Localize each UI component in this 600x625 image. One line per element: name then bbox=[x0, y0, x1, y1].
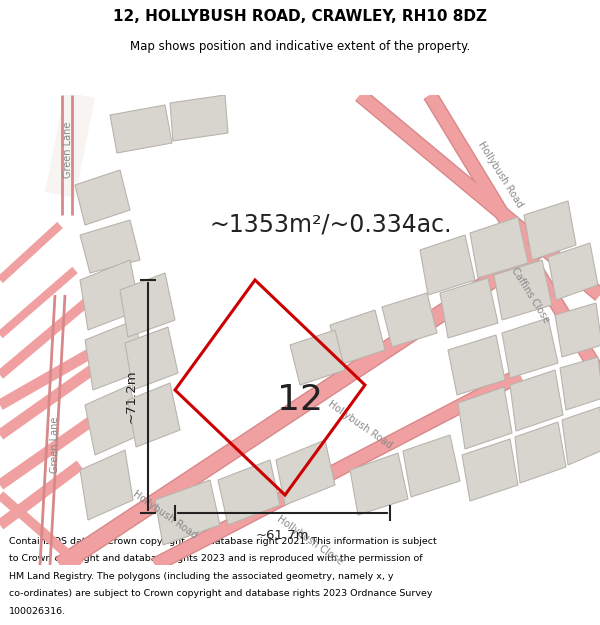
Polygon shape bbox=[80, 260, 140, 330]
Polygon shape bbox=[562, 407, 600, 465]
Polygon shape bbox=[382, 293, 437, 347]
Text: HM Land Registry. The polygons (including the associated geometry, namely x, y: HM Land Registry. The polygons (includin… bbox=[9, 572, 394, 581]
Text: Caffins Close: Caffins Close bbox=[509, 266, 551, 324]
Polygon shape bbox=[170, 95, 228, 141]
Polygon shape bbox=[510, 370, 563, 431]
Text: co-ordinates) are subject to Crown copyright and database rights 2023 Ordnance S: co-ordinates) are subject to Crown copyr… bbox=[9, 589, 433, 598]
Polygon shape bbox=[350, 453, 408, 515]
Polygon shape bbox=[75, 170, 130, 225]
Text: 12, HOLLYBUSH ROAD, CRAWLEY, RH10 8DZ: 12, HOLLYBUSH ROAD, CRAWLEY, RH10 8DZ bbox=[113, 9, 487, 24]
Polygon shape bbox=[440, 278, 498, 338]
Text: 100026316.: 100026316. bbox=[9, 607, 66, 616]
Polygon shape bbox=[110, 105, 172, 153]
Polygon shape bbox=[155, 480, 220, 545]
Text: Map shows position and indicative extent of the property.: Map shows position and indicative extent… bbox=[130, 40, 470, 53]
Polygon shape bbox=[276, 440, 335, 505]
Polygon shape bbox=[458, 387, 512, 449]
Polygon shape bbox=[290, 330, 345, 385]
Text: Hollybush Road: Hollybush Road bbox=[326, 399, 394, 451]
Text: ~71.2m: ~71.2m bbox=[125, 369, 138, 423]
Polygon shape bbox=[502, 318, 558, 378]
Text: ~1353m²/~0.334ac.: ~1353m²/~0.334ac. bbox=[210, 213, 452, 237]
Polygon shape bbox=[515, 422, 566, 483]
Polygon shape bbox=[330, 310, 385, 365]
Text: 12: 12 bbox=[277, 383, 323, 417]
Text: Green Lane: Green Lane bbox=[63, 122, 73, 178]
Text: Contains OS data © Crown copyright and database right 2021. This information is : Contains OS data © Crown copyright and d… bbox=[9, 537, 437, 546]
Text: ~61.7m: ~61.7m bbox=[256, 529, 309, 542]
Polygon shape bbox=[494, 260, 552, 320]
Polygon shape bbox=[403, 435, 460, 497]
Polygon shape bbox=[85, 320, 145, 390]
Polygon shape bbox=[128, 383, 180, 447]
Text: to Crown copyright and database rights 2023 and is reproduced with the permissio: to Crown copyright and database rights 2… bbox=[9, 554, 422, 563]
Polygon shape bbox=[120, 273, 175, 337]
Polygon shape bbox=[560, 357, 600, 410]
Polygon shape bbox=[218, 460, 280, 525]
Polygon shape bbox=[470, 217, 528, 278]
Polygon shape bbox=[85, 385, 140, 455]
Text: Hollybush Road: Hollybush Road bbox=[476, 140, 524, 210]
Polygon shape bbox=[555, 303, 600, 357]
Polygon shape bbox=[524, 201, 576, 260]
Polygon shape bbox=[420, 235, 475, 295]
Polygon shape bbox=[462, 439, 518, 501]
Polygon shape bbox=[80, 450, 133, 520]
Text: Green Lane: Green Lane bbox=[50, 417, 60, 473]
Polygon shape bbox=[80, 220, 140, 273]
Polygon shape bbox=[448, 335, 505, 395]
Text: Hollybush Road: Hollybush Road bbox=[131, 489, 199, 541]
Polygon shape bbox=[125, 327, 178, 390]
Text: Hollybush Close: Hollybush Close bbox=[275, 514, 345, 566]
Polygon shape bbox=[548, 243, 598, 300]
